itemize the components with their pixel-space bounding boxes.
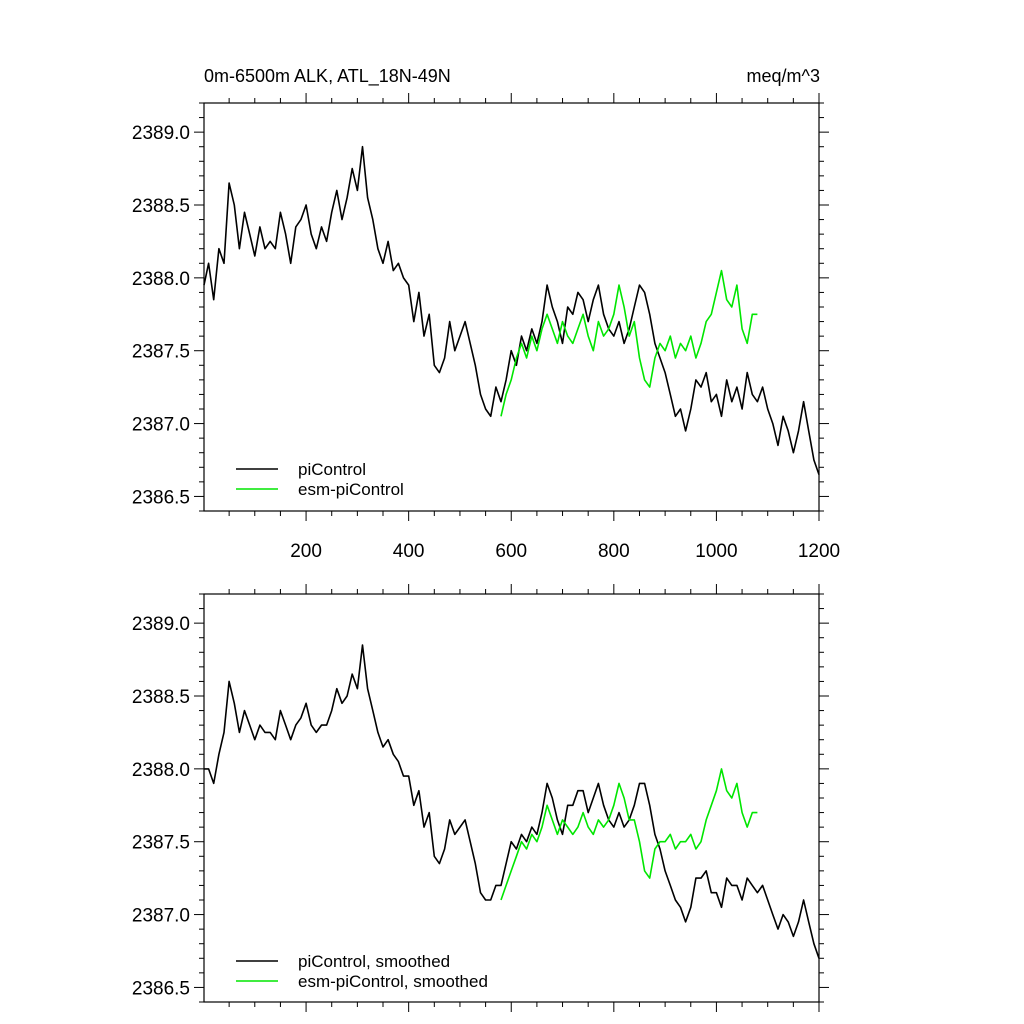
legend-label: esm-piControl [298,480,404,499]
chart-panel-top: 0m-6500m ALK, ATL_18N-49N meq/m^3 2386.5… [132,66,840,562]
y-tick-label: 2388.0 [132,760,190,781]
series-line-1 [500,768,758,901]
y-tick-label: 2387.5 [132,342,190,363]
x-tick-label: 1200 [798,541,840,562]
y-tick-label: 2386.5 [132,978,190,999]
y-axis: 2386.5 2387.0 2387.5 2388.0 2388.5 2389.0 [132,102,829,512]
y-tick-label: 2388.5 [132,687,190,708]
x-tick-label: 800 [598,541,630,562]
x-tick-label: 400 [393,541,425,562]
x-axis [228,584,820,1012]
series-line-1 [500,269,758,417]
legend-label: esm-piControl, smoothed [298,972,488,991]
chart-units: meq/m^3 [747,66,820,86]
legend-label: piControl [298,460,366,479]
x-tick-label: 600 [495,541,527,562]
x-axis: 200 400 600 800 1000 1200 [228,93,840,562]
plot-frame [203,102,820,512]
legend-label: piControl, smoothed [298,952,450,971]
y-tick-label: 2388.5 [132,196,190,217]
y-tick-label: 2389.0 [132,614,190,635]
y-tick-label: 2387.0 [132,906,190,927]
series-lines [204,644,820,959]
chart-panel-bottom: 2386.5 2387.0 2387.5 2388.0 2388.5 2389.0 piC… [132,584,829,1012]
y-tick-label: 2388.0 [132,269,190,290]
y-tick-label: 2389.0 [132,123,190,144]
y-axis: 2386.5 2387.0 2387.5 2388.0 2388.5 2389.0 [132,593,829,1003]
plot-frame [203,593,820,1003]
series-line-0 [204,644,820,959]
series-line-0 [203,145,820,475]
x-tick-label: 200 [290,541,322,562]
x-tick-label: 1000 [695,541,737,562]
chart-title: 0m-6500m ALK, ATL_18N-49N [204,66,451,87]
series-lines [203,145,820,475]
y-tick-label: 2387.0 [132,415,190,436]
y-tick-label: 2386.5 [132,487,190,508]
y-tick-label: 2387.5 [132,833,190,854]
